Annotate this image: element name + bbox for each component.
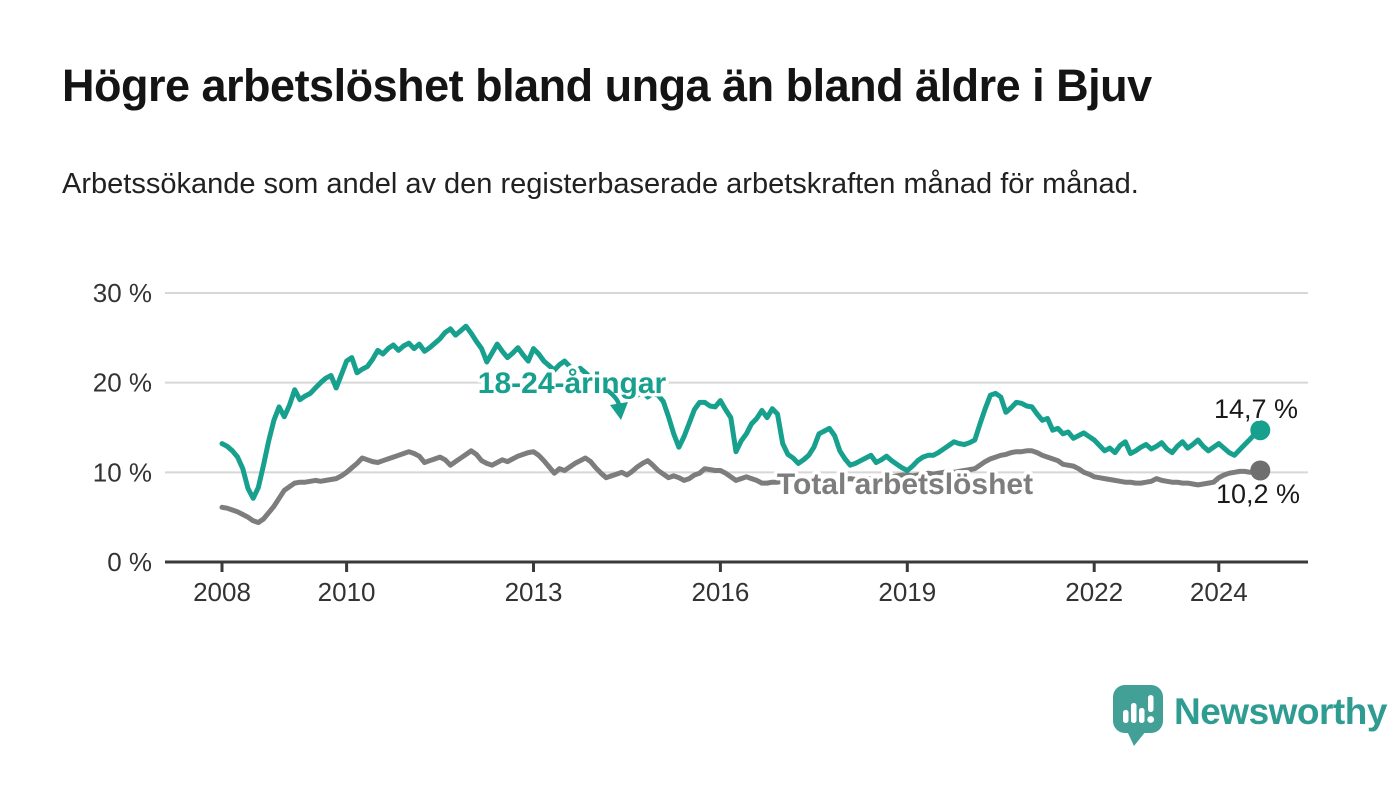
x-axis: 2008 2010 2013 2016 2019 2022 2024 — [165, 560, 1308, 607]
newsworthy-wordmark: Newsworthy — [1174, 691, 1387, 732]
x-tick-label: 2010 — [318, 577, 376, 607]
series-end-dots — [1250, 420, 1271, 481]
logo-bar-short — [1123, 710, 1129, 723]
total-end-value-label: 10,2 % — [1216, 479, 1300, 509]
y-tick-label: 30 % — [93, 278, 152, 308]
y-tick-label: 20 % — [93, 368, 152, 398]
newsworthy-logo: Newsworthy — [1112, 684, 1387, 748]
logo-exclamation-dot — [1147, 716, 1155, 723]
young-series-label: 18-24-åringar — [478, 367, 667, 400]
series-lines — [219, 323, 1263, 525]
chart-labels: 18-24-åringar Total arbetslöshet 14,7 % … — [474, 364, 1303, 513]
young-end-dot — [1250, 420, 1271, 441]
x-tick-label: 2016 — [691, 577, 749, 607]
young-label-arrowhead-icon — [610, 402, 628, 420]
x-tick-label: 2008 — [193, 577, 251, 607]
logo-exclamation-stem — [1148, 695, 1154, 712]
logo-bar-medium — [1139, 708, 1145, 723]
y-tick-label: 0 % — [107, 547, 152, 577]
total-series-line — [219, 448, 1263, 525]
young-end-value-label: 14,7 % — [1214, 394, 1298, 424]
page-subtitle: Arbetssökande som andel av den registerb… — [62, 168, 1139, 200]
total-end-dot — [1250, 460, 1271, 481]
gridlines: 30 % 20 % 10 % 0 % — [93, 278, 1308, 577]
newsworthy-logo-mark-icon — [1113, 685, 1163, 746]
young-series-line — [219, 323, 1263, 501]
y-tick-label: 10 % — [93, 457, 152, 487]
logo-bar-tall — [1131, 703, 1137, 723]
x-tick-label: 2024 — [1190, 577, 1248, 607]
x-tick-label: 2022 — [1065, 577, 1123, 607]
x-tick-label: 2013 — [505, 577, 563, 607]
x-tick-label: 2019 — [878, 577, 936, 607]
page-title: Högre arbetslöshet bland unga än bland ä… — [62, 60, 1152, 111]
total-series-label: Total arbetslöshet — [777, 468, 1033, 501]
